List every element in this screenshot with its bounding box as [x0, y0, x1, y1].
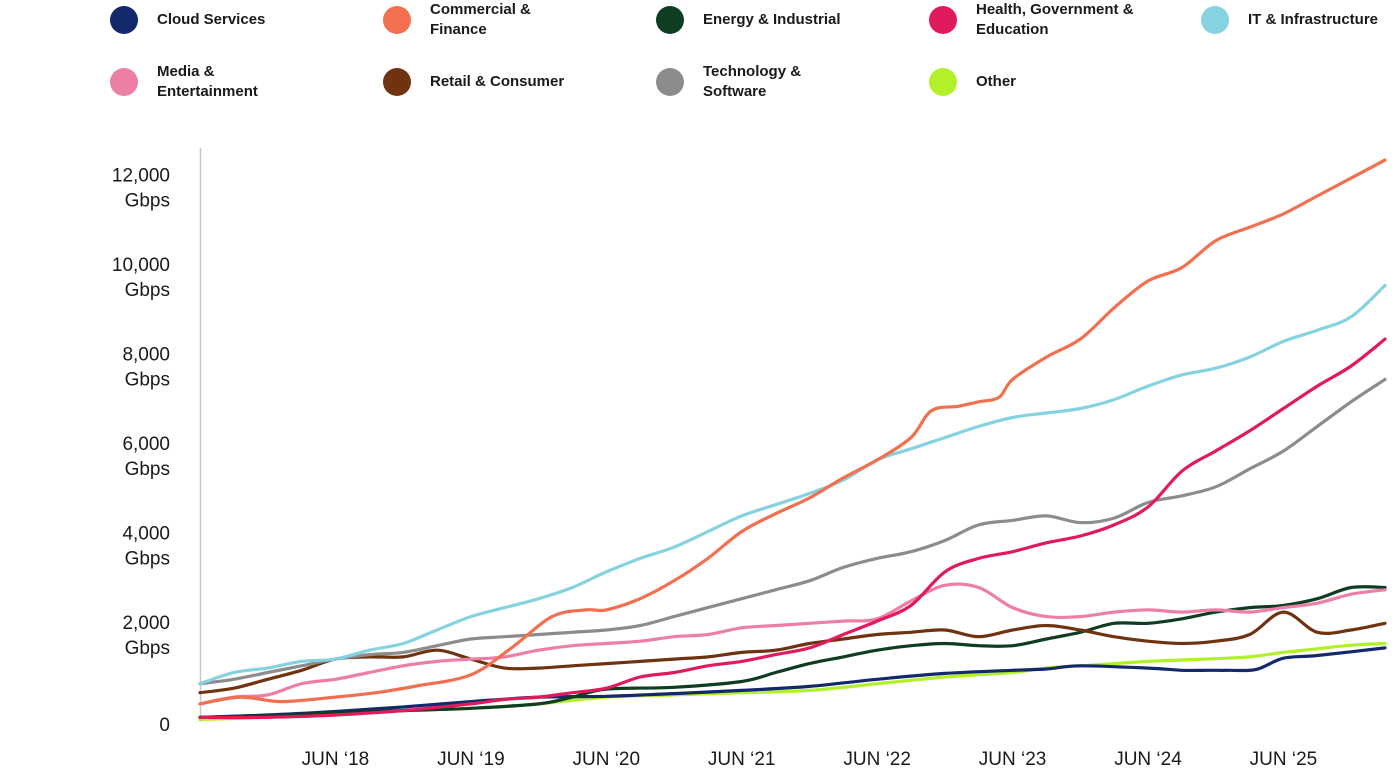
y-tick-label: 4,000 Gbps: [122, 524, 170, 570]
legend-item-cloud-services[interactable]: Cloud Services: [110, 6, 347, 34]
x-tick-label: JUN ‘18: [302, 749, 370, 770]
legend-swatch: [110, 68, 138, 96]
legend-label: Energy & Industrial: [703, 11, 841, 28]
y-tick-label: 10,000 Gbps: [112, 255, 170, 301]
legend-item-other[interactable]: Other: [929, 68, 1166, 96]
x-tick-label: JUN ‘21: [708, 749, 776, 770]
x-tick-label: JUN ‘23: [979, 749, 1047, 770]
x-tick-label: JUN ‘25: [1250, 749, 1318, 770]
y-tick-label: 12,000 Gbps: [112, 166, 170, 212]
x-tick-label: JUN ‘22: [843, 749, 911, 770]
legend-label: Other: [976, 73, 1017, 90]
legend-label: Technology & Software: [703, 63, 802, 100]
series-line-it-infrastructure: [198, 283, 1387, 686]
legend-swatch: [383, 68, 411, 96]
y-tick-label: 8,000 Gbps: [122, 345, 170, 391]
legend-label: Media & Entertainment: [157, 63, 258, 100]
y-tick-label: 6,000 Gbps: [122, 434, 170, 480]
series-line-media-entertainment: [198, 582, 1387, 706]
legend-item-health-government-education[interactable]: Health, Government & Education: [929, 0, 1136, 40]
legend-label: Retail & Consumer: [430, 73, 565, 90]
legend-item-commercial-finance[interactable]: Commercial & Finance: [383, 0, 540, 40]
legend-label: Cloud Services: [157, 11, 266, 28]
legend-swatch: [929, 68, 957, 96]
x-axis-ticks: JUN ‘18 JUN ‘19 JUN ‘20 JUN ‘21 JUN ‘22 JUN ‘…: [302, 749, 1318, 770]
y-axis-ticks: 0 2,000 Gbps 4,000 Gbps 6,000 Gbps 8,000 Gbps 10,…: [112, 166, 170, 737]
x-tick-label: JUN ‘19: [437, 749, 505, 770]
series-line-technology-software: [198, 377, 1387, 686]
x-tick-label: JUN ‘20: [572, 749, 640, 770]
legend-item-media-entertainment[interactable]: Media & Entertainment: [110, 62, 272, 102]
legend-item-energy-industrial[interactable]: Energy & Industrial: [656, 6, 893, 34]
y-tick-label: 0: [159, 715, 170, 736]
series-line-cloud-services: [198, 646, 1387, 719]
legend-item-it-infrastructure[interactable]: IT & Infrastructure: [1201, 6, 1394, 34]
series-line-health-government-education: [198, 337, 1387, 720]
legend: Cloud Services Commercial & Finance Ener…: [0, 0, 1394, 110]
legend-item-technology-software[interactable]: Technology & Software: [656, 62, 813, 102]
legend-item-retail-consumer[interactable]: Retail & Consumer: [383, 68, 620, 96]
x-tick-label: JUN ‘24: [1114, 749, 1182, 770]
legend-swatch: [110, 6, 138, 34]
y-tick-label: 2,000 Gbps: [122, 613, 170, 659]
legend-swatch: [656, 6, 684, 34]
legend-swatch: [656, 68, 684, 96]
series-line-commercial-finance: [198, 158, 1387, 706]
legend-label: IT & Infrastructure: [1248, 11, 1379, 28]
legend-swatch: [383, 6, 411, 34]
legend-label: Health, Government & Education: [976, 1, 1134, 38]
legend-swatch: [929, 6, 957, 34]
series-lines: [198, 158, 1387, 722]
series-line-retail-consumer: [198, 610, 1387, 695]
legend-label: Commercial & Finance: [430, 1, 531, 38]
legend-swatch: [1201, 6, 1229, 34]
